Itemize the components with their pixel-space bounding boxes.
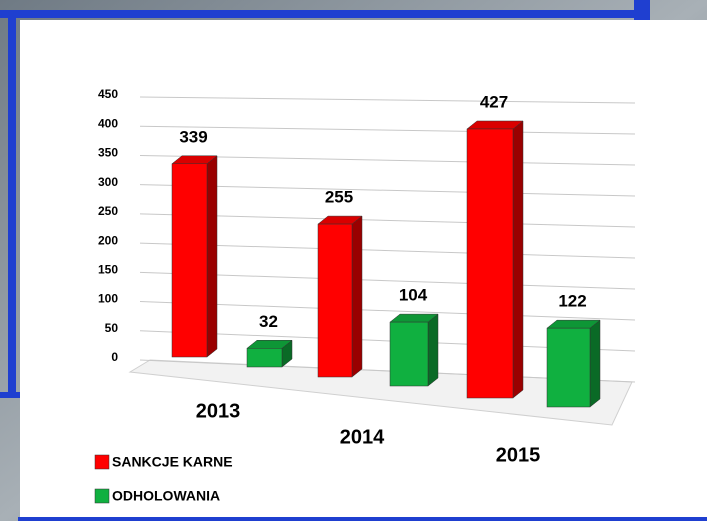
data-label: 255: [325, 188, 353, 207]
data-label: 104: [399, 286, 428, 305]
bar: [389, 321, 429, 387]
y-tick-label: 150: [98, 263, 118, 277]
grid-line: [139, 96, 636, 104]
data-label: 32: [259, 312, 278, 331]
panel: [20, 20, 707, 521]
frame-left: [8, 18, 16, 398]
x-tick-label: 2013: [196, 400, 241, 422]
bar-side: [206, 155, 218, 358]
y-tick-label: 450: [98, 87, 118, 101]
grid-line: [139, 125, 636, 135]
y-tick-label: 200: [98, 233, 118, 247]
grid-line: [139, 184, 636, 197]
bar-side: [512, 120, 524, 399]
bar-top: [466, 120, 524, 130]
grid-line: [139, 271, 636, 290]
data-label: 427: [480, 92, 508, 111]
bar: [246, 348, 283, 368]
frame-corner: [634, 0, 650, 20]
y-tick-label: 250: [98, 204, 118, 218]
grid-line: [139, 301, 636, 321]
data-label: 339: [179, 127, 207, 146]
bar: [546, 327, 591, 408]
y-tick-label: 400: [98, 116, 118, 130]
bar-side: [589, 319, 601, 408]
frame-top: [0, 10, 650, 18]
frame-tick: [0, 392, 20, 398]
legend-swatch: [94, 488, 110, 504]
x-tick-label: 2014: [340, 426, 385, 448]
grid-line: [139, 242, 636, 259]
grid-line: [139, 213, 636, 228]
legend-label: ODHOLOWANIA: [112, 488, 220, 504]
grid-line: [139, 154, 636, 166]
legend-swatch: [94, 454, 110, 470]
y-tick-label: 0: [111, 350, 118, 364]
bar: [466, 128, 514, 399]
y-tick-label: 50: [105, 321, 119, 335]
bar-side: [351, 215, 363, 378]
frame-bottom: [18, 517, 707, 521]
bar-side: [427, 313, 439, 387]
x-tick-label: 2015: [496, 444, 541, 466]
data-label: 122: [558, 292, 586, 311]
y-tick-label: 350: [98, 146, 118, 160]
legend-label: SANKCJE KARNE: [112, 454, 233, 470]
y-tick-label: 300: [98, 175, 118, 189]
y-tick-label: 100: [98, 292, 118, 306]
chart: 0 50 100 150 200 250 300 350 400 450 2013 339 32 2014…: [94, 87, 636, 504]
bar: [171, 163, 208, 358]
bar: [317, 223, 353, 378]
